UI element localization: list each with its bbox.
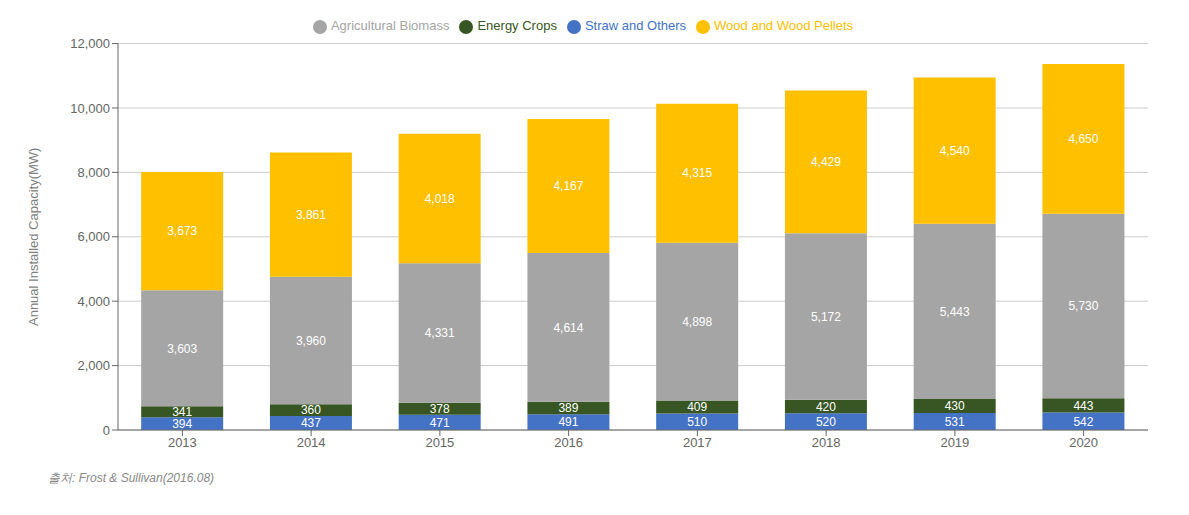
- svg-text:2014: 2014: [297, 435, 326, 450]
- svg-text:510: 510: [687, 415, 707, 429]
- svg-text:471: 471: [430, 416, 450, 430]
- svg-text:2020: 2020: [1069, 435, 1098, 450]
- svg-text:3,673: 3,673: [167, 224, 197, 238]
- svg-text:394: 394: [172, 416, 193, 431]
- svg-text:5,730: 5,730: [1068, 299, 1098, 313]
- svg-text:2018: 2018: [812, 435, 841, 450]
- svg-text:531: 531: [945, 415, 965, 429]
- svg-text:0: 0: [103, 423, 110, 438]
- svg-text:Annual Installed Capacity(MW): Annual Installed Capacity(MW): [26, 148, 41, 326]
- svg-text:409: 409: [687, 400, 707, 414]
- svg-text:5,172: 5,172: [811, 310, 841, 324]
- svg-text:378: 378: [430, 402, 450, 416]
- svg-text:4,650: 4,650: [1068, 132, 1098, 146]
- svg-text:341: 341: [172, 405, 192, 419]
- svg-text:3,960: 3,960: [296, 334, 326, 348]
- svg-text:3,861: 3,861: [296, 208, 326, 222]
- svg-text:3,603: 3,603: [167, 342, 197, 356]
- html-text:Straw and Others: Straw and Others: [584, 18, 687, 33]
- svg-text:2015: 2015: [425, 435, 454, 450]
- html-text:Wood and Wood Pellets: Wood and Wood Pellets: [714, 18, 854, 33]
- svg-text:2013: 2013: [168, 435, 197, 450]
- svg-text:389: 389: [558, 401, 578, 415]
- svg-text:437: 437: [301, 416, 321, 430]
- svg-text:2019: 2019: [940, 435, 969, 450]
- svg-text:4,540: 4,540: [940, 144, 970, 158]
- svg-text:4,018: 4,018: [425, 192, 455, 206]
- svg-text:4,315: 4,315: [682, 166, 712, 180]
- svg-text:4,167: 4,167: [553, 179, 583, 193]
- svg-text:8,000: 8,000: [77, 165, 110, 180]
- svg-text:12,000: 12,000: [70, 36, 110, 51]
- svg-text:491: 491: [558, 415, 578, 429]
- svg-text:420: 420: [816, 400, 836, 414]
- svg-text:2,000: 2,000: [77, 358, 110, 373]
- svg-text:5,443: 5,443: [940, 305, 970, 319]
- svg-text:6,000: 6,000: [77, 229, 110, 244]
- svg-text:4,000: 4,000: [77, 294, 110, 309]
- html-text:Agricultural Biomass: Agricultural Biomass: [330, 18, 450, 33]
- svg-text:4,614: 4,614: [553, 321, 583, 335]
- svg-text:4,898: 4,898: [682, 315, 712, 329]
- svg-text:10,000: 10,000: [70, 101, 110, 116]
- svg-text:542: 542: [1073, 415, 1093, 429]
- svg-text:2017: 2017: [683, 435, 712, 450]
- html-text:출처: Frost & Sullivan(2016.08): 출처: Frost & Sullivan(2016.08): [48, 471, 215, 485]
- svg-text:520: 520: [816, 415, 836, 429]
- svg-text:360: 360: [301, 403, 321, 417]
- svg-text:4,331: 4,331: [425, 326, 455, 340]
- html-text:Energy Crops: Energy Crops: [477, 18, 557, 33]
- svg-text:2016: 2016: [554, 435, 583, 450]
- svg-text:430: 430: [945, 399, 965, 413]
- svg-text:4,429: 4,429: [811, 155, 841, 169]
- svg-text:443: 443: [1073, 399, 1093, 413]
